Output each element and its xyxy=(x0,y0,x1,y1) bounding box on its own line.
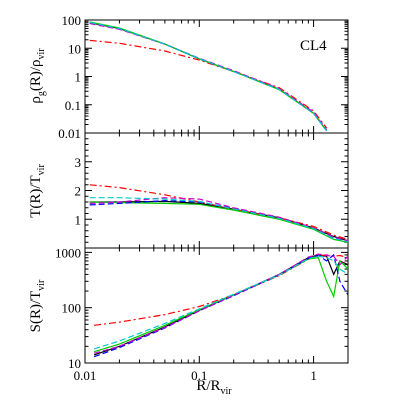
series-line-middle-5 xyxy=(89,197,348,243)
svg-text:ρg(R)/ρvir: ρg(R)/ρvir xyxy=(28,48,47,104)
ylabel-middle: T(R)/Tvir xyxy=(28,164,47,218)
svg-text:T(R)/Tvir: T(R)/Tvir xyxy=(28,164,47,218)
series-line-bottom-4 xyxy=(93,253,348,354)
y-tick-label: 10 xyxy=(68,356,81,371)
y-tick-label: 100 xyxy=(62,301,82,316)
series-line-middle-4 xyxy=(89,197,348,242)
series-line-bottom-2 xyxy=(93,257,348,353)
y-tick-label: 100 xyxy=(62,13,82,28)
x-tick-label: 1 xyxy=(310,368,317,383)
y-tick-label: 0.1 xyxy=(65,98,81,113)
y-tick-label: 2 xyxy=(75,184,82,199)
y-tick-label: 1 xyxy=(75,70,82,85)
series-line-top-1 xyxy=(89,39,328,129)
series-line-middle-2 xyxy=(89,201,348,243)
series-line-top-4 xyxy=(89,22,328,131)
y-tick-label: 3 xyxy=(75,155,82,170)
y-tick-label: 1 xyxy=(75,212,82,227)
panel-frame-middle xyxy=(84,132,349,249)
series-line-top-2 xyxy=(89,21,328,132)
series-line-middle-1 xyxy=(89,184,348,240)
cluster-annotation: CL4 xyxy=(300,38,327,54)
x-tick-label: 0.1 xyxy=(191,368,207,383)
series-line-bottom-5 xyxy=(93,255,348,350)
ylabel-bottom: S(R)/Tvir xyxy=(28,279,47,332)
xlabel: R/Rvir xyxy=(196,378,232,397)
ylabel-top: ρg(R)/ρvir xyxy=(28,48,47,104)
y-tick-label: 1000 xyxy=(55,245,81,260)
y-tick-label: 0.01 xyxy=(58,126,81,141)
panel-frame-top xyxy=(84,19,349,134)
series-line-top-0 xyxy=(89,22,328,132)
series-line-bottom-0 xyxy=(93,254,348,356)
svg-text:S(R)/Tvir: S(R)/Tvir xyxy=(28,279,47,332)
panel-frame-bottom xyxy=(84,247,349,364)
series-line-top-5 xyxy=(89,21,328,132)
x-tick-label: 0.01 xyxy=(74,368,97,383)
series-line-bottom-1 xyxy=(94,254,348,326)
y-tick-label: 10 xyxy=(68,41,81,56)
series-line-top-3 xyxy=(89,22,328,131)
